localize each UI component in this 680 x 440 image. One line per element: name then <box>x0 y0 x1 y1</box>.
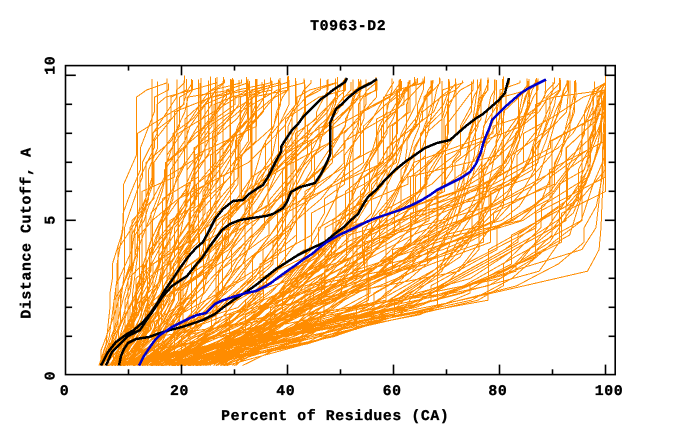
svg-text:5: 5 <box>44 215 60 225</box>
svg-text:10: 10 <box>44 56 60 75</box>
svg-text:80: 80 <box>488 384 507 400</box>
svg-text:100: 100 <box>595 384 624 400</box>
svg-text:Distance Cutoff, A: Distance Cutoff, A <box>19 147 35 318</box>
svg-text:20: 20 <box>170 384 189 400</box>
svg-text:0: 0 <box>60 384 70 400</box>
svg-text:60: 60 <box>383 384 402 400</box>
svg-text:40: 40 <box>276 384 295 400</box>
svg-text:Percent of Residues (CA): Percent of Residues (CA) <box>221 409 449 425</box>
svg-text:0: 0 <box>44 371 60 381</box>
svg-text:T0963-D2: T0963-D2 <box>310 19 386 35</box>
